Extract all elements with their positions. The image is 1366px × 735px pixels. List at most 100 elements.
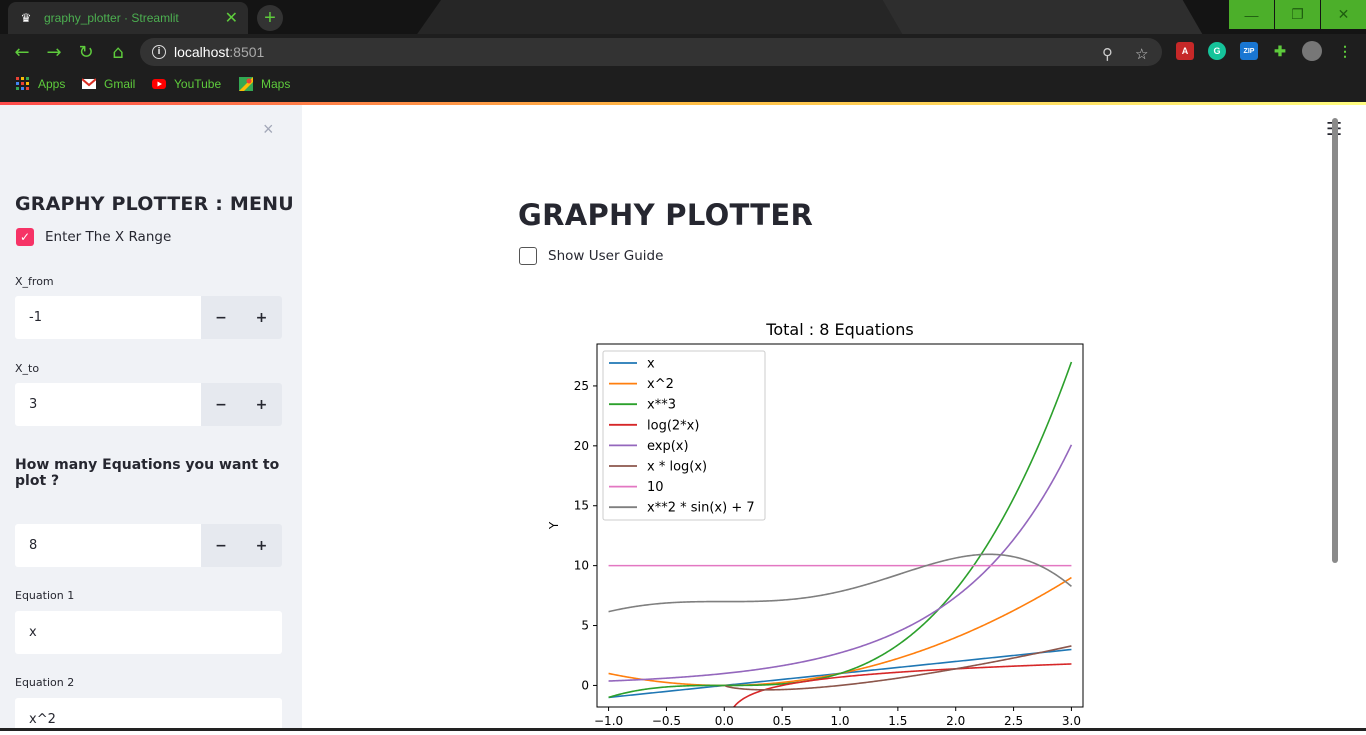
legend-entry-5: exp(x) bbox=[647, 439, 689, 454]
bookmark-star-icon[interactable]: ☆ bbox=[1135, 45, 1149, 63]
apps-grid-icon bbox=[16, 77, 29, 90]
minimize-button[interactable]: — bbox=[1229, 0, 1274, 29]
site-info-icon[interactable]: i bbox=[152, 45, 166, 59]
y-tick-label: 25 bbox=[574, 379, 589, 393]
tab-close-icon[interactable]: ✕ bbox=[224, 10, 238, 27]
x-to-number-input: 3 − + bbox=[15, 383, 282, 426]
y-tick-label: 10 bbox=[574, 559, 589, 573]
y-axis-label: Y bbox=[547, 521, 561, 530]
equation-1-input[interactable]: x bbox=[15, 611, 282, 654]
bookmark-youtube[interactable]: YouTube bbox=[152, 77, 221, 91]
x-tick-label: 1.0 bbox=[830, 714, 849, 728]
page-title: GRAPHY PLOTTER bbox=[518, 198, 814, 232]
youtube-icon bbox=[152, 79, 166, 89]
url-text: localhost:8501 bbox=[174, 44, 265, 60]
page-scrollbar[interactable] bbox=[1332, 118, 1338, 563]
equations-chart: Total : 8 Equations Y −1.0 −0.5 0.0 0.5 1.0 1.5… bbox=[538, 312, 1098, 731]
x-tick-label: 0.0 bbox=[715, 714, 734, 728]
browser-tab[interactable]: ♛ graphy_plotter · Streamlit ✕ bbox=[8, 2, 248, 34]
browser-menu-icon[interactable]: ⋮ bbox=[1338, 42, 1352, 59]
profile-avatar[interactable] bbox=[1302, 41, 1322, 61]
extensions-puzzle-icon[interactable]: ✚ bbox=[1274, 42, 1286, 59]
bookmark-gmail[interactable]: Gmail bbox=[82, 77, 135, 91]
equations-count-field[interactable]: 8 bbox=[15, 524, 201, 567]
x-tick-label: 2.5 bbox=[1004, 714, 1023, 728]
x-to-field[interactable]: 3 bbox=[15, 383, 201, 426]
series-line-5 bbox=[608, 444, 1073, 682]
checkbox-checked-icon[interactable]: ✓ bbox=[16, 228, 34, 246]
maximize-button[interactable]: ❐ bbox=[1275, 0, 1320, 29]
x-to-increment-button[interactable]: + bbox=[241, 383, 282, 426]
y-tick-label: 15 bbox=[574, 499, 589, 513]
x-tick-label: 3.0 bbox=[1062, 714, 1081, 728]
series-line-2 bbox=[608, 576, 1072, 687]
y-tick-label: 20 bbox=[574, 439, 589, 453]
bookmark-apps[interactable]: Apps bbox=[16, 77, 65, 91]
bookmark-label: Gmail bbox=[104, 77, 136, 91]
grammarly-extension-icon[interactable]: G bbox=[1208, 42, 1226, 60]
series-line-3 bbox=[608, 361, 1073, 699]
home-icon[interactable]: ⌂ bbox=[112, 41, 124, 63]
browser-toolbar: ← → ↻ ⌂ i localhost:8501 ⚲ ☆ A G ZIP ✚ ⋮ bbox=[0, 34, 1366, 70]
bookmark-label: Apps bbox=[38, 77, 66, 91]
legend-entry-7: 10 bbox=[647, 480, 664, 495]
pdf-extension-icon[interactable]: A bbox=[1176, 42, 1194, 60]
y-tick-label: 0 bbox=[581, 678, 589, 692]
equation-1-label: Equation 1 bbox=[15, 589, 75, 602]
y-tick-label: 5 bbox=[581, 619, 589, 633]
equation-2-input[interactable]: x^2 bbox=[15, 698, 282, 731]
user-guide-checkbox[interactable]: Show User Guide bbox=[519, 247, 663, 265]
legend-entry-6: x * log(x) bbox=[647, 460, 707, 475]
zip-extension-icon[interactable]: ZIP bbox=[1240, 42, 1258, 60]
chart-svg: Total : 8 Equations Y −1.0 −0.5 0.0 0.5 1.0 1.5… bbox=[547, 320, 1084, 728]
x-tick-label: 1.5 bbox=[888, 714, 907, 728]
chart-title: Total : 8 Equations bbox=[765, 320, 913, 339]
x-tick-label: 0.5 bbox=[773, 714, 792, 728]
address-bar[interactable]: i localhost:8501 ⚲ ☆ bbox=[140, 38, 1162, 66]
gmail-icon bbox=[82, 78, 96, 89]
zoom-icon[interactable]: ⚲ bbox=[1102, 45, 1113, 63]
window-close-button[interactable]: ✕ bbox=[1321, 0, 1366, 29]
x-tick-label: −0.5 bbox=[652, 714, 681, 728]
streamlit-crown-icon: ♛ bbox=[20, 11, 32, 25]
tab-title: graphy_plotter · Streamlit bbox=[44, 11, 179, 25]
checkbox-unchecked-icon[interactable] bbox=[519, 247, 537, 265]
sidebar: × GRAPHY PLOTTER : MENU ✓ Enter The X Ra… bbox=[0, 105, 302, 731]
bookmarks-bar: Apps Gmail YouTube Maps bbox=[0, 70, 1366, 102]
equations-count-question: How many Equations you want to plot ? bbox=[15, 457, 280, 489]
forward-icon[interactable]: → bbox=[46, 41, 62, 63]
x-to-label: X_to bbox=[15, 362, 40, 375]
x-from-field[interactable]: -1 bbox=[15, 296, 201, 339]
x-to-decrement-button[interactable]: − bbox=[201, 383, 241, 426]
new-tab-button[interactable]: + bbox=[257, 5, 283, 31]
legend-entry-3: x**3 bbox=[647, 398, 676, 413]
x-from-decrement-button[interactable]: − bbox=[201, 296, 241, 339]
x-from-number-input: -1 − + bbox=[15, 296, 282, 339]
bookmark-label: YouTube bbox=[174, 77, 222, 91]
series-line-8 bbox=[608, 553, 1072, 613]
range-checkbox-label: Enter The X Range bbox=[45, 229, 172, 245]
browser-tab-strip: ♛ graphy_plotter · Streamlit ✕ + — ❐ ✕ bbox=[0, 0, 1366, 34]
x-tick-label: −1.0 bbox=[594, 714, 623, 728]
sidebar-close-icon[interactable]: × bbox=[263, 119, 274, 139]
tabstrip-decoration bbox=[859, 0, 1241, 34]
range-checkbox[interactable]: ✓ Enter The X Range bbox=[16, 228, 171, 246]
legend-entry-1: x bbox=[647, 357, 655, 372]
reload-icon[interactable]: ↻ bbox=[78, 41, 94, 63]
maps-icon bbox=[239, 77, 253, 91]
main-content: ☰ GRAPHY PLOTTER Show User Guide bbox=[302, 105, 1366, 731]
x-from-increment-button[interactable]: + bbox=[241, 296, 282, 339]
user-guide-checkbox-label: Show User Guide bbox=[548, 248, 664, 264]
legend-entry-8: x**2 * sin(x) + 7 bbox=[647, 501, 755, 516]
x-tick-label: 2.0 bbox=[946, 714, 965, 728]
equations-count-decrement-button[interactable]: − bbox=[201, 524, 241, 567]
bookmark-label: Maps bbox=[261, 77, 291, 91]
equations-count-increment-button[interactable]: + bbox=[241, 524, 282, 567]
legend-entry-4: log(2*x) bbox=[647, 418, 699, 433]
bookmark-maps[interactable]: Maps bbox=[239, 77, 290, 91]
equations-count-number-input: 8 − + bbox=[15, 524, 282, 567]
series-line-4 bbox=[732, 663, 1072, 707]
back-icon[interactable]: ← bbox=[14, 41, 30, 63]
sidebar-heading: GRAPHY PLOTTER : MENU bbox=[15, 193, 294, 215]
equation-2-label: Equation 2 bbox=[15, 676, 75, 689]
